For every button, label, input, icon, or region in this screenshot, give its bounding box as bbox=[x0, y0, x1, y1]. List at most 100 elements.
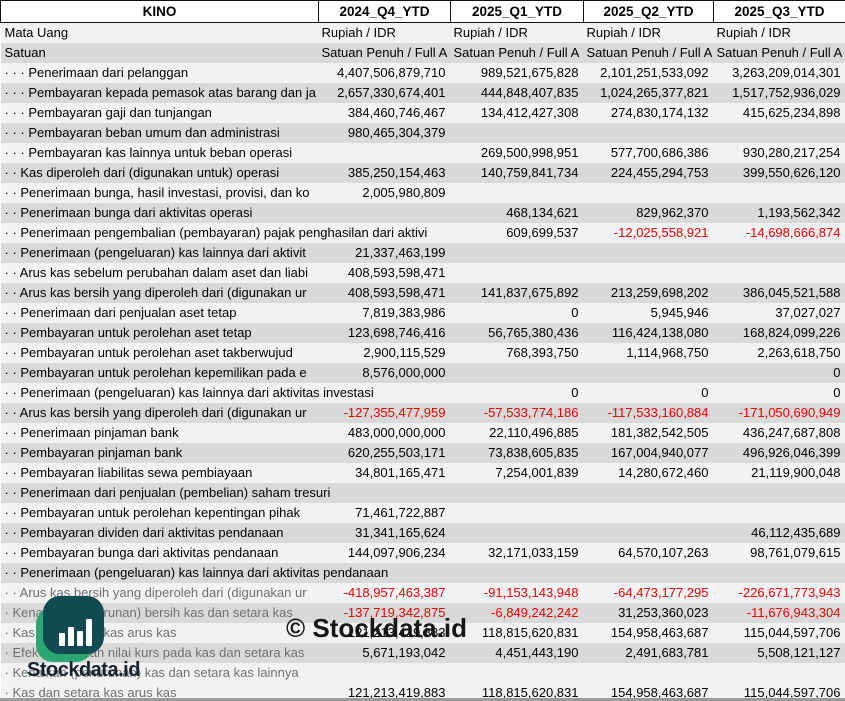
period-header-cell[interactable]: 2025_Q1_YTD bbox=[450, 0, 584, 23]
row-label-cell[interactable]: · · Arus kas bersih yang diperoleh dari … bbox=[4, 285, 307, 300]
meta-cell[interactable]: Rupiah / IDR bbox=[586, 25, 661, 40]
value-cell[interactable]: 980,465,304,379 bbox=[347, 125, 446, 140]
value-cell[interactable]: 483,000,000,000 bbox=[347, 425, 446, 440]
value-cell[interactable]: 0 bbox=[571, 305, 579, 320]
value-cell[interactable] bbox=[714, 123, 845, 143]
period-header-cell[interactable]: 2024_Q4_YTD bbox=[318, 0, 451, 23]
meta-cell[interactable]: Rupiah / IDR bbox=[321, 25, 396, 40]
value-cell[interactable] bbox=[451, 663, 584, 683]
value-cell[interactable] bbox=[451, 523, 584, 543]
row-label-cell[interactable]: · · Penerimaan bunga, hasil investasi, p… bbox=[4, 185, 310, 200]
value-cell[interactable]: 1,114,968,750 bbox=[626, 345, 709, 360]
value-cell[interactable]: 3,263,209,014,301 bbox=[732, 65, 841, 80]
value-cell[interactable]: -91,153,143,948 bbox=[483, 585, 579, 600]
value-cell[interactable]: 620,255,503,171 bbox=[347, 445, 446, 460]
value-cell[interactable]: -12,025,558,921 bbox=[613, 225, 709, 240]
meta-cell[interactable]: Satuan Penuh / Full A bbox=[716, 45, 843, 60]
row-label-cell[interactable]: · · Penerimaan dari penjualan (pembelian… bbox=[4, 485, 331, 500]
value-cell[interactable]: 21,337,463,199 bbox=[355, 245, 446, 260]
meta-cell[interactable]: Rupiah / IDR bbox=[716, 25, 791, 40]
value-cell[interactable] bbox=[714, 483, 845, 503]
value-cell[interactable]: 116,424,138,080 bbox=[611, 325, 709, 340]
value-cell[interactable]: 399,550,626,120 bbox=[742, 165, 841, 180]
value-cell[interactable]: 64,570,107,263 bbox=[618, 545, 709, 560]
value-cell[interactable]: 444,848,407,835 bbox=[480, 85, 579, 100]
value-cell[interactable]: 37,027,027 bbox=[775, 305, 841, 320]
row-label-cell[interactable]: · · · Penerimaan dari pelanggan bbox=[4, 65, 189, 80]
row-label-cell[interactable]: · · Pembayaran untuk perolehan kepemilik… bbox=[4, 365, 307, 380]
value-cell[interactable]: 14,280,672,460 bbox=[618, 465, 709, 480]
value-cell[interactable]: 768,393,750 bbox=[506, 345, 579, 360]
value-cell[interactable] bbox=[584, 663, 714, 683]
value-cell[interactable]: 7,254,001,839 bbox=[495, 465, 579, 480]
value-cell[interactable]: 2,005,980,809 bbox=[362, 185, 446, 200]
value-cell[interactable]: 385,250,154,463 bbox=[347, 165, 446, 180]
value-cell[interactable] bbox=[451, 363, 584, 383]
value-cell[interactable] bbox=[714, 663, 845, 683]
row-label-cell[interactable]: · · Pembayaran untuk perolehan kepenting… bbox=[4, 505, 301, 520]
value-cell[interactable]: 989,521,675,828 bbox=[480, 65, 579, 80]
row-label-cell[interactable]: · · Pembayaran pinjaman bank bbox=[4, 445, 183, 460]
value-cell[interactable]: 274,830,174,132 bbox=[610, 105, 709, 120]
value-cell[interactable]: 2,263,618,750 bbox=[757, 345, 841, 360]
row-label-cell[interactable]: · Kas dan setara kas arus kas bbox=[4, 685, 177, 700]
meta-cell[interactable]: Satuan Penuh / Full A bbox=[586, 45, 713, 60]
value-cell[interactable]: 4,451,443,190 bbox=[495, 645, 579, 660]
value-cell[interactable]: 386,045,521,588 bbox=[742, 285, 841, 300]
value-cell[interactable]: -6,849,242,242 bbox=[491, 605, 579, 620]
row-label-cell[interactable]: · · Penerimaan (pengeluaran) kas lainnya… bbox=[4, 385, 374, 400]
value-cell[interactable]: 73,838,605,835 bbox=[488, 445, 579, 460]
value-cell[interactable] bbox=[714, 263, 845, 283]
value-cell[interactable]: 32,171,033,159 bbox=[488, 545, 579, 560]
value-cell[interactable]: 2,101,251,533,092 bbox=[600, 65, 709, 80]
value-cell[interactable]: -137,719,342,875 bbox=[343, 605, 446, 620]
value-cell[interactable]: 5,508,121,127 bbox=[757, 645, 841, 660]
row-label-cell[interactable]: · · Pembayaran untuk perolehan aset takb… bbox=[4, 345, 293, 360]
value-cell[interactable]: 168,824,099,226 bbox=[742, 325, 841, 340]
value-cell[interactable] bbox=[451, 123, 584, 143]
value-cell[interactable]: 123,698,746,416 bbox=[347, 325, 446, 340]
value-cell[interactable]: 98,761,079,615 bbox=[750, 545, 841, 560]
value-cell[interactable] bbox=[451, 263, 584, 283]
value-cell[interactable]: 7,819,383,986 bbox=[362, 305, 446, 320]
value-cell[interactable]: 21,119,900,048 bbox=[751, 465, 841, 480]
value-cell[interactable] bbox=[584, 563, 714, 583]
row-label-cell[interactable]: · · Penerimaan pengembalian (pembayaran)… bbox=[4, 225, 428, 240]
value-cell[interactable]: 118,815,620,831 bbox=[481, 625, 579, 640]
row-label-cell[interactable]: · · Pembayaran untuk perolehan aset teta… bbox=[4, 325, 252, 340]
value-cell[interactable]: 408,593,598,471 bbox=[347, 265, 446, 280]
value-cell[interactable] bbox=[451, 183, 584, 203]
row-label-cell[interactable]: · · Pembayaran dividen dari aktivitas pe… bbox=[4, 525, 284, 540]
row-label-cell[interactable]: · · Penerimaan (pengeluaran) kas lainnya… bbox=[4, 565, 389, 580]
value-cell[interactable]: 577,700,686,386 bbox=[610, 145, 709, 160]
value-cell[interactable]: 5,945,946 bbox=[650, 305, 709, 320]
period-header-cell[interactable]: 2025_Q3_YTD bbox=[713, 0, 845, 23]
value-cell[interactable] bbox=[451, 483, 584, 503]
value-cell[interactable]: 8,576,000,000 bbox=[362, 365, 446, 380]
value-cell[interactable]: 0 bbox=[833, 365, 841, 380]
value-cell[interactable]: 181,382,542,505 bbox=[610, 425, 709, 440]
value-cell[interactable]: 1,193,562,342 bbox=[757, 205, 841, 220]
value-cell[interactable]: 609,699,537 bbox=[506, 225, 579, 240]
value-cell[interactable] bbox=[714, 503, 845, 523]
value-cell[interactable]: 468,134,621 bbox=[506, 205, 579, 220]
row-label-cell[interactable]: · · Penerimaan dari penjualan aset tetap bbox=[4, 305, 237, 320]
value-cell[interactable] bbox=[451, 503, 584, 523]
value-cell[interactable] bbox=[584, 483, 714, 503]
row-label-cell[interactable]: · · · Pembayaran beban umum dan administ… bbox=[4, 125, 280, 140]
value-cell[interactable]: 2,900,115,529 bbox=[363, 345, 446, 360]
value-cell[interactable]: 2,657,330,674,401 bbox=[337, 85, 446, 100]
value-cell[interactable]: 31,253,360,023 bbox=[618, 605, 709, 620]
value-cell[interactable]: 140,759,841,734 bbox=[480, 165, 579, 180]
value-cell[interactable]: 829,962,370 bbox=[636, 205, 709, 220]
value-cell[interactable]: 167,004,940,077 bbox=[610, 445, 709, 460]
value-cell[interactable] bbox=[584, 183, 714, 203]
value-cell[interactable]: 1,517,752,936,029 bbox=[732, 85, 841, 100]
value-cell[interactable]: 56,765,380,436 bbox=[488, 325, 579, 340]
value-cell[interactable]: 0 bbox=[833, 385, 841, 400]
value-cell[interactable]: 31,341,165,624 bbox=[355, 525, 446, 540]
value-cell[interactable] bbox=[451, 563, 584, 583]
meta-cell[interactable]: Satuan Penuh / Full A bbox=[321, 45, 448, 60]
value-cell[interactable]: 0 bbox=[701, 385, 709, 400]
row-label-cell[interactable]: · · Arus kas sebelum perubahan dalam ase… bbox=[4, 265, 309, 280]
